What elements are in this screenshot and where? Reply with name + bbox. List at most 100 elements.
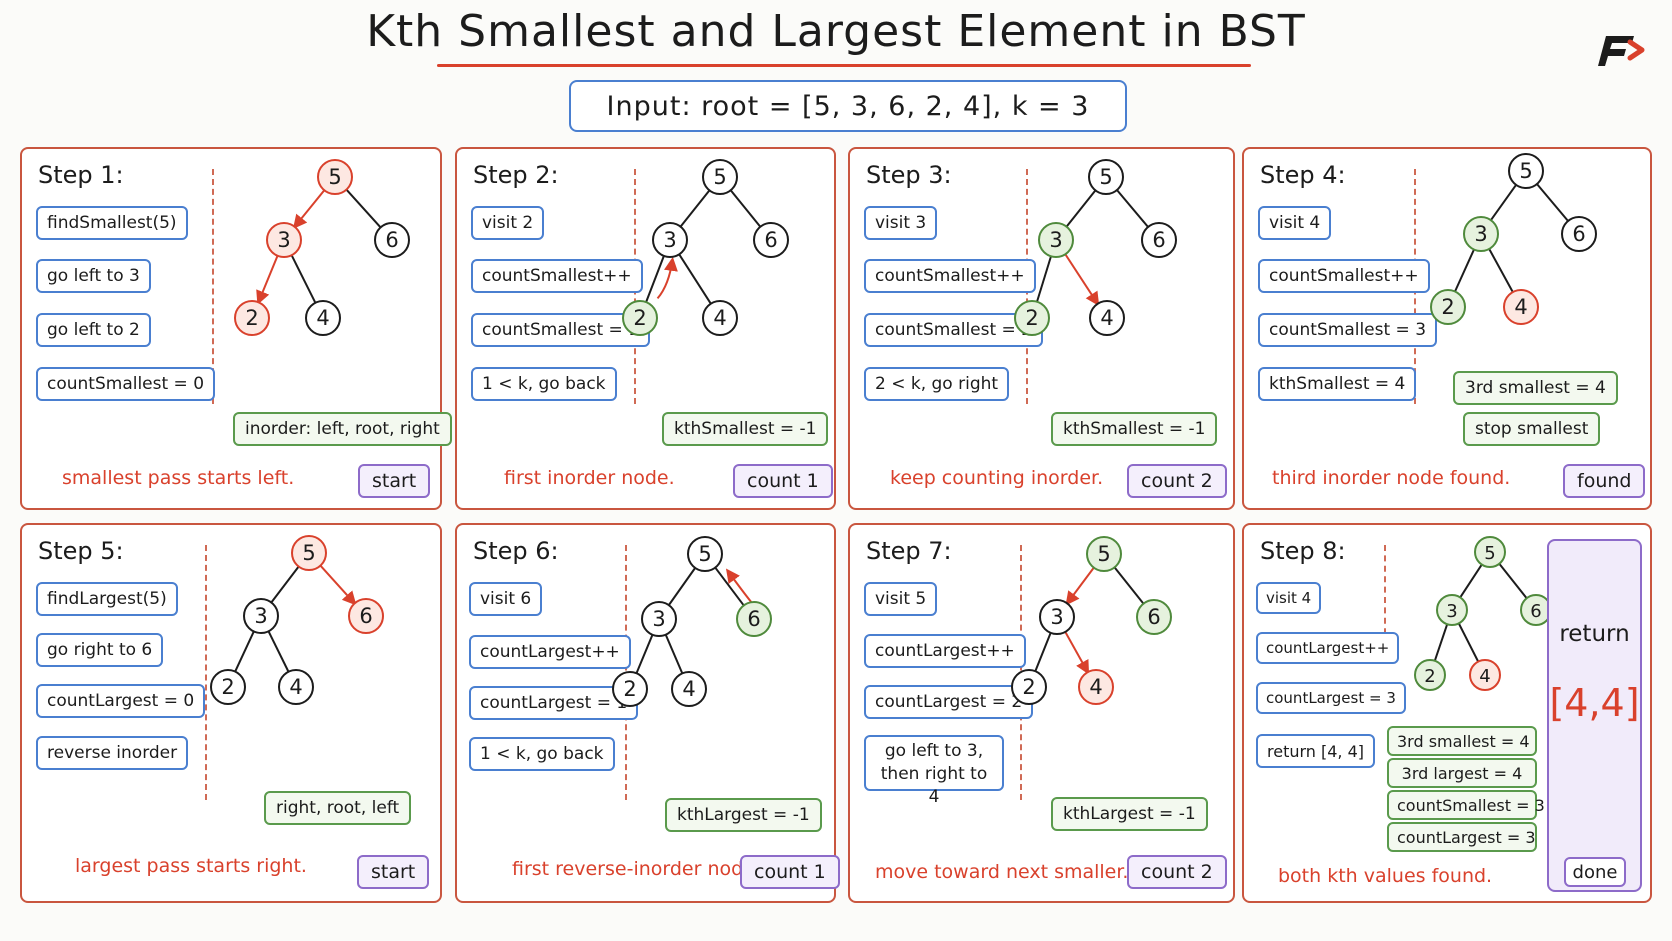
tree-node: 6 [374,222,410,258]
tree-node: 5 [317,159,353,195]
tree-node-value: 5 [1484,543,1495,564]
note-box: countSmallest = 3 [1387,790,1545,820]
tree-edge [1034,632,1052,672]
tree-node-value: 3 [663,228,676,252]
note-box: kthLargest = -1 [1051,797,1208,831]
op-box: visit 2 [471,206,545,240]
bst-tree: 5 3 6 2 4 [1014,159,1177,336]
tree-node-circle [1463,216,1499,252]
bst-tree: 5 3 6 2 4 [1414,536,1552,691]
return-arrow [656,256,678,300]
tree-edge [664,634,684,674]
tree-node-value: 2 [1022,675,1035,699]
tree-node-value: 2 [1424,666,1435,687]
tree-edge [1459,563,1483,599]
tree-edge [1433,623,1449,662]
tree-node: 2 [1011,669,1047,705]
tree-node-value: 5 [1519,159,1532,183]
status-badge: done [1564,857,1626,887]
tree-edge [1536,183,1569,222]
tree-node: 2 [612,671,648,707]
op-box: countSmallest++ [1258,259,1430,293]
tree-node-value: 5 [302,541,315,565]
tree-node: 5 [702,159,738,195]
tree-node: 6 [736,601,772,637]
tree-node-value: 4 [1100,306,1113,330]
tree-edge [270,565,300,604]
tree-node-circle [1141,222,1177,258]
note-box: right, root, left [264,791,412,825]
op-box: findLargest(5) [36,582,178,616]
step-4-panel: Step 4: visit 4 countSmallest++ countSma… [1242,147,1652,510]
tree-edge [345,188,382,229]
tree-node-circle [348,598,384,634]
tree-node: 2 [234,300,270,336]
return-arrow [725,568,753,603]
tree-node-value: 3 [1049,228,1062,252]
tree-node: 3 [1038,222,1074,258]
tree-node: 4 [1503,289,1539,325]
tree-node-circle [687,536,723,572]
tree-node: 5 [291,535,327,571]
tree-node-value: 6 [1572,222,1585,246]
step-caption: move toward next smaller. [875,861,1129,883]
step-caption: smallest pass starts left. [62,467,295,489]
op-box: countSmallest = 2 [864,313,1044,347]
tree-node-circle [702,159,738,195]
note-box: inorder: left, root, right [233,412,452,446]
tree-node-value: 4 [1479,666,1490,687]
tree-node-circle [1436,594,1468,626]
tree-node-circle [234,300,270,336]
tree-node-circle [702,300,738,336]
op-box: countLargest++ [864,634,1026,668]
tree-edge [1457,622,1480,663]
tree-node: 5 [1086,536,1122,572]
step-caption: both kth values found. [1278,865,1493,887]
op-box: countSmallest = 0 [36,367,216,401]
return-label: return [1559,621,1630,647]
tree-node: 3 [641,601,677,637]
tree-node: 6 [1141,222,1177,258]
op-box: go left to 2 [36,313,151,347]
bst-tree: 5 3 6 2 4 [234,159,410,336]
tree-node-value: 3 [652,607,665,631]
op-box: countLargest = 2 [864,685,1034,719]
tree-node-value: 6 [385,228,398,252]
tree-node-circle [317,159,353,195]
tree-node: 2 [1014,300,1050,336]
note-box: kthLargest = -1 [665,798,822,832]
tree-node: 3 [1436,594,1468,626]
tree-node-circle [736,601,772,637]
step-caption: first inorder node. [504,467,675,489]
tree-edge [1498,563,1528,599]
op-box: visit 4 [1258,206,1332,240]
tree-node: 4 [702,300,738,336]
return-value: [4,4] [1549,681,1640,725]
traversal-arrow [292,189,326,229]
tree-node-circle [1089,300,1125,336]
tree-node: 3 [243,598,279,634]
tree-node-value: 2 [245,306,258,330]
tree-edge [1113,566,1145,605]
tree-node-circle [305,300,341,336]
tree-node: 3 [1039,599,1075,635]
step-title: Step 7: [866,537,952,565]
step-title: Step 4: [1260,161,1346,189]
tree-node-circle [1136,599,1172,635]
tree-node-value: 6 [1530,601,1541,622]
note-box: 3rd smallest = 4 [1453,371,1618,405]
status-badge: start [358,464,431,498]
op-box: countSmallest++ [471,259,643,293]
bst-tree: 5 3 6 2 4 [622,159,789,336]
tree-node: 4 [671,671,707,707]
tree-node-value: 5 [698,542,711,566]
tree-node-circle [671,671,707,707]
op-box: 1 < k, go back [469,737,615,771]
traversal-arrow [1065,567,1095,606]
tree-node: 4 [1089,300,1125,336]
tree-node-value: 4 [1514,295,1527,319]
tree-edge [668,567,696,606]
tree-node: 4 [278,669,314,705]
status-badge: found [1563,464,1646,498]
op-box: countSmallest = 1 [471,313,651,347]
